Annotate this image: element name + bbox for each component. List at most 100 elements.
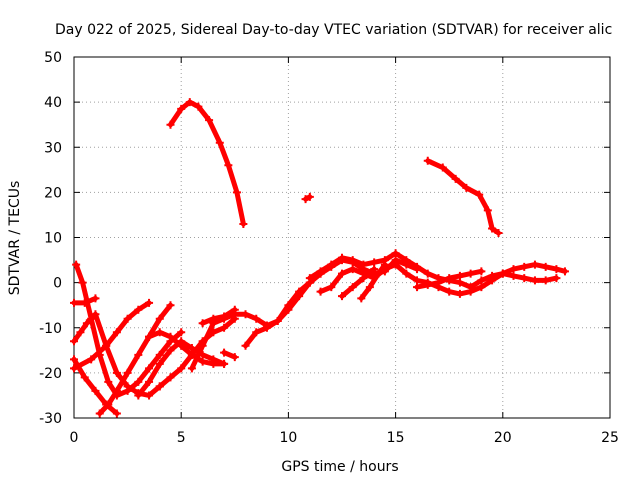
data-point xyxy=(301,195,310,204)
data-point xyxy=(145,377,154,386)
data-point xyxy=(177,104,186,113)
data-point xyxy=(327,283,336,292)
data-point xyxy=(123,368,132,377)
y-tick-label: -10 xyxy=(39,321,62,337)
data-point xyxy=(413,262,422,271)
data-point xyxy=(205,116,214,125)
data-point xyxy=(230,353,239,362)
series-arc-11 xyxy=(145,328,229,368)
series-arc-3 xyxy=(423,156,503,237)
data-point xyxy=(166,120,175,129)
data-point xyxy=(134,391,143,400)
series-arc-19 xyxy=(338,265,379,301)
data-point xyxy=(252,328,261,337)
y-tick-label: 50 xyxy=(44,50,62,66)
data-point xyxy=(80,373,89,382)
data-point xyxy=(520,262,529,271)
data-point xyxy=(466,287,475,296)
series-arc-6 xyxy=(70,294,100,307)
series-arc-8 xyxy=(70,298,154,373)
data-point xyxy=(348,283,357,292)
data-point xyxy=(112,409,121,418)
data-point xyxy=(273,316,282,325)
data-point xyxy=(215,138,224,147)
data-point xyxy=(413,283,422,292)
data-point xyxy=(359,274,368,283)
x-tick-label: 20 xyxy=(494,430,512,446)
data-point xyxy=(552,265,561,274)
data-point xyxy=(104,400,113,409)
series-arc-1 xyxy=(166,98,248,228)
series-arc-21 xyxy=(413,267,486,292)
data-point xyxy=(357,294,366,303)
data-point xyxy=(477,276,486,285)
data-point xyxy=(187,350,196,359)
data-point xyxy=(391,249,400,258)
data-point xyxy=(466,269,475,278)
data-point xyxy=(475,190,484,199)
data-point xyxy=(462,183,471,192)
data-point xyxy=(72,260,81,269)
data-point xyxy=(370,265,379,274)
data-point xyxy=(455,271,464,280)
data-point xyxy=(483,206,492,215)
data-point xyxy=(316,267,325,276)
x-tick-label: 10 xyxy=(279,430,297,446)
data-point xyxy=(423,269,432,278)
data-point xyxy=(316,287,325,296)
data-point xyxy=(374,269,383,278)
data-point xyxy=(348,256,357,265)
data-point xyxy=(166,346,175,355)
data-point xyxy=(348,265,357,274)
data-point xyxy=(134,377,143,386)
data-point xyxy=(338,253,346,262)
data-point xyxy=(112,328,121,337)
data-point xyxy=(70,298,78,307)
data-point xyxy=(241,341,250,350)
data-point xyxy=(494,228,503,237)
data-point xyxy=(78,278,87,287)
data-point xyxy=(87,355,96,364)
data-point xyxy=(498,269,507,278)
data-point xyxy=(438,163,447,172)
x-tick-label: 25 xyxy=(601,430,619,446)
data-point xyxy=(134,305,143,314)
data-point xyxy=(295,292,304,301)
data-point xyxy=(194,102,203,111)
data-point xyxy=(198,319,207,328)
data-point xyxy=(145,391,154,400)
series-arc-5 xyxy=(72,260,186,400)
data-point xyxy=(359,260,368,269)
data-point xyxy=(209,359,218,368)
series-arc-2 xyxy=(301,192,314,204)
data-point xyxy=(70,337,78,346)
data-point xyxy=(445,287,454,296)
series-arc-14 xyxy=(198,305,239,328)
x-tick-label: 5 xyxy=(177,430,186,446)
data-point xyxy=(145,298,154,307)
data-point xyxy=(541,276,550,285)
y-tick-label: -20 xyxy=(39,366,62,382)
data-point xyxy=(520,274,529,283)
data-point xyxy=(123,314,132,323)
series-arc-20 xyxy=(357,260,389,303)
data-point xyxy=(70,355,78,364)
data-point xyxy=(80,298,89,307)
data-point xyxy=(198,341,207,350)
data-point xyxy=(423,156,432,165)
data-point xyxy=(220,312,229,321)
data-point xyxy=(91,294,100,303)
data-point xyxy=(198,357,207,366)
data-point xyxy=(220,359,229,368)
data-point xyxy=(76,328,85,337)
x-tick-labels: 0 5 10 15 20 25 xyxy=(70,430,619,446)
data-point xyxy=(145,364,154,373)
y-tick-labels: -30 -20 -10 0 10 20 30 40 50 xyxy=(39,50,62,427)
data-point xyxy=(112,386,121,395)
data-point xyxy=(166,373,175,382)
series-arc-18 xyxy=(316,260,569,298)
data-point xyxy=(155,350,164,359)
data-point xyxy=(209,314,218,323)
series-arc-15 xyxy=(220,348,239,362)
data-point xyxy=(509,271,518,280)
